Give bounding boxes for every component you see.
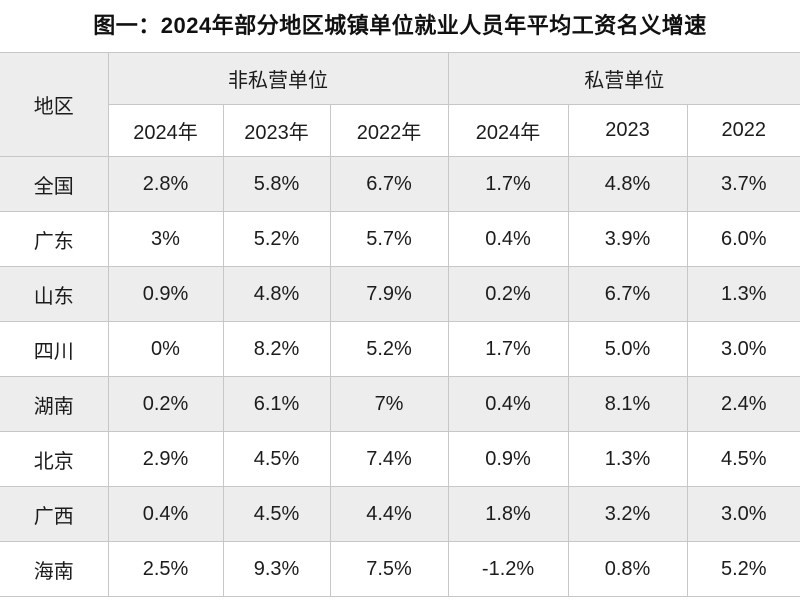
value-cell: 4.5%: [222, 431, 331, 487]
year-header-private-2022: 2022: [686, 104, 800, 157]
value-cell: 1.7%: [447, 156, 569, 212]
value-cell: 6.7%: [567, 266, 688, 322]
value-cell: 0.9%: [107, 266, 224, 322]
table-row: 北京 2.9% 4.5% 7.4% 0.9% 1.3% 4.5%: [0, 431, 800, 487]
table-body: 全国 2.8% 5.8% 6.7% 1.7% 4.8% 3.7% 广东 3% 5.2% 5.7% 0.…: [0, 156, 800, 597]
value-cell: 7.4%: [329, 431, 449, 487]
region-cell: 湖南: [0, 376, 109, 432]
value-cell: 5.7%: [329, 211, 449, 267]
value-cell: 6.1%: [222, 376, 331, 432]
value-cell: 6.0%: [686, 211, 800, 267]
value-cell: 2.8%: [107, 156, 224, 212]
value-cell: 5.8%: [222, 156, 331, 212]
table-row: 全国 2.8% 5.8% 6.7% 1.7% 4.8% 3.7%: [0, 156, 800, 212]
value-cell: 1.3%: [567, 431, 688, 487]
year-header-private-2024: 2024年: [447, 104, 569, 157]
table-row: 广东 3% 5.2% 5.7% 0.4% 3.9% 6.0%: [0, 211, 800, 267]
value-cell: 5.2%: [222, 211, 331, 267]
region-column-header: 地区: [0, 52, 109, 157]
value-cell: 4.8%: [222, 266, 331, 322]
value-cell: 2.9%: [107, 431, 224, 487]
value-cell: 1.8%: [447, 486, 569, 542]
region-cell: 四川: [0, 321, 109, 377]
value-cell: -1.2%: [447, 541, 569, 597]
region-cell: 广东: [0, 211, 109, 267]
table-row: 湖南 0.2% 6.1% 7% 0.4% 8.1% 2.4%: [0, 376, 800, 432]
value-cell: 4.4%: [329, 486, 449, 542]
value-cell: 8.1%: [567, 376, 688, 432]
wage-growth-table: 地区 非私营单位 私营单位 2024年 2023年 2022年 2024年 20…: [0, 52, 800, 597]
value-cell: 3.7%: [686, 156, 800, 212]
region-cell: 广西: [0, 486, 109, 542]
value-cell: 5.2%: [329, 321, 449, 377]
value-cell: 9.3%: [222, 541, 331, 597]
value-cell: 0.2%: [447, 266, 569, 322]
value-cell: 5.0%: [567, 321, 688, 377]
value-cell: 1.3%: [686, 266, 800, 322]
value-cell: 7.5%: [329, 541, 449, 597]
region-cell: 北京: [0, 431, 109, 487]
value-cell: 0.4%: [447, 376, 569, 432]
table-row: 四川 0% 8.2% 5.2% 1.7% 5.0% 3.0%: [0, 321, 800, 377]
value-cell: 0.4%: [447, 211, 569, 267]
value-cell: 0.2%: [107, 376, 224, 432]
value-cell: 0.9%: [447, 431, 569, 487]
value-cell: 4.8%: [567, 156, 688, 212]
region-cell: 山东: [0, 266, 109, 322]
value-cell: 4.5%: [686, 431, 800, 487]
region-cell: 全国: [0, 156, 109, 212]
value-cell: 0.8%: [567, 541, 688, 597]
value-cell: 4.5%: [222, 486, 331, 542]
group-header-nonprivate: 非私营单位: [107, 52, 449, 105]
year-header-nonprivate-2023: 2023年: [222, 104, 331, 157]
value-cell: 2.5%: [107, 541, 224, 597]
value-cell: 3.0%: [686, 486, 800, 542]
value-cell: 5.2%: [686, 541, 800, 597]
value-cell: 8.2%: [222, 321, 331, 377]
value-cell: 1.7%: [447, 321, 569, 377]
value-cell: 6.7%: [329, 156, 449, 212]
year-header-row: 2024年 2023年 2022年 2024年 2023 2022: [0, 104, 800, 157]
value-cell: 3.0%: [686, 321, 800, 377]
table-row: 海南 2.5% 9.3% 7.5% -1.2% 0.8% 5.2%: [0, 541, 800, 597]
group-header-row: 地区 非私营单位 私营单位: [0, 52, 800, 157]
value-cell: 3.2%: [567, 486, 688, 542]
value-cell: 3%: [107, 211, 224, 267]
table-row: 山东 0.9% 4.8% 7.9% 0.2% 6.7% 1.3%: [0, 266, 800, 322]
value-cell: 3.9%: [567, 211, 688, 267]
value-cell: 7.9%: [329, 266, 449, 322]
value-cell: 2.4%: [686, 376, 800, 432]
figure-title: 图一：2024年部分地区城镇单位就业人员年平均工资名义增速: [93, 13, 707, 38]
year-header-private-2023: 2023: [567, 104, 688, 157]
value-cell: 0.4%: [107, 486, 224, 542]
year-header-nonprivate-2024: 2024年: [108, 104, 224, 157]
value-cell: 7%: [329, 376, 449, 432]
group-header-private: 私营单位: [447, 52, 800, 105]
region-cell: 海南: [0, 541, 109, 597]
year-header-nonprivate-2022: 2022年: [329, 104, 449, 157]
value-cell: 0%: [107, 321, 224, 377]
table-row: 广西 0.4% 4.5% 4.4% 1.8% 3.2% 3.0%: [0, 486, 800, 542]
